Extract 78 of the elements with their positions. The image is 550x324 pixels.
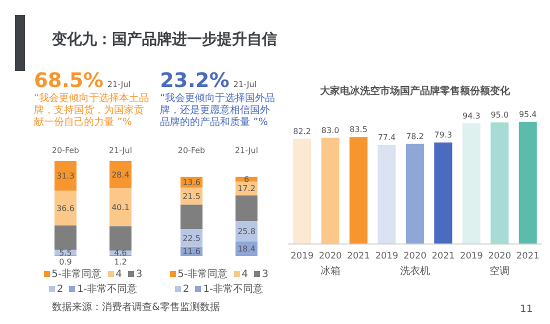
- legend-label: 5-非常同意: [50, 268, 102, 281]
- x-tick-label: 21-Jul: [234, 146, 258, 155]
- bar: [110, 161, 132, 188]
- legend-label: 4: [114, 268, 122, 281]
- bar: [518, 122, 537, 244]
- chart-title: 23.2%: [160, 68, 230, 92]
- data-label: 6: [244, 175, 250, 184]
- x-tick-label: 2020: [404, 251, 427, 262]
- legend-label: 1-非常不同意: [76, 282, 138, 296]
- data-label: 13.6: [182, 178, 200, 188]
- bar: [236, 195, 258, 222]
- x-tick-label: 20-Feb: [52, 146, 80, 155]
- legend-label: 1-非常不同意: [202, 282, 264, 296]
- x-tick-label: 2020: [318, 251, 342, 262]
- bar: [350, 137, 368, 244]
- bar: [54, 226, 76, 250]
- bar: [110, 188, 132, 226]
- bar: [293, 138, 312, 244]
- x-tick-label: 2021: [432, 251, 455, 262]
- x-tick-label: 2021: [516, 251, 540, 262]
- data-label: 0.9: [59, 258, 72, 267]
- data-label: 31.3: [56, 172, 74, 181]
- bar: [321, 138, 340, 244]
- legend-label: 2: [182, 282, 190, 296]
- x-tick-label: 2019: [375, 251, 399, 262]
- data-label: 21.5: [182, 192, 200, 201]
- data-label: 83.0: [321, 126, 340, 135]
- bar: [434, 142, 452, 244]
- x-tick-label: 2020: [488, 251, 512, 262]
- data-label: 18.4: [238, 244, 256, 254]
- bar: [110, 226, 132, 250]
- x-tick-label: 2019: [460, 251, 484, 262]
- chart-subtitle: “我会更倾向于选择国外品牌，还是更愿意相信国外品牌的的产品和质量 ”%: [160, 93, 276, 130]
- x-tick-label: 21-Jul: [108, 146, 132, 155]
- text: 空调: [488, 264, 511, 278]
- bar: [180, 204, 202, 230]
- bar: [378, 144, 396, 244]
- x-tick-label: 2019: [290, 251, 314, 262]
- bar: [462, 123, 480, 244]
- text: 21-Jul: [107, 80, 131, 89]
- data-label: 95.4: [518, 110, 537, 119]
- data-label: 4.6: [114, 248, 127, 258]
- data-label: 22.5: [182, 234, 200, 243]
- text: 11: [520, 304, 533, 315]
- data-label: 79.3: [434, 130, 452, 140]
- bar: [54, 161, 76, 191]
- legend-label: 5-非常同意: [176, 268, 228, 281]
- data-label: 28.4: [112, 170, 130, 180]
- data-label: 82.2: [293, 126, 311, 136]
- data-label: 77.4: [378, 132, 396, 142]
- data-label: 1.2: [114, 258, 127, 267]
- legend-label: 3: [134, 268, 142, 281]
- chart-subtitle: “我会更倾向于选择本土品牌，支持国货，为国家贡献一份自己的力量 ”%: [34, 93, 150, 130]
- data-label: 5.5: [59, 248, 72, 258]
- text: 变化九：国产品牌进一步提升自信: [52, 30, 277, 49]
- chart-title: 68.5%: [34, 68, 104, 92]
- data-label: 25.8: [238, 227, 256, 236]
- data-label: 95.0: [490, 110, 509, 120]
- text: 洗衣机: [399, 264, 431, 278]
- text: 21-Jul: [233, 80, 257, 89]
- bar: [54, 190, 76, 226]
- chart-title: 大家电冰洗空市场国产品牌零售额份额变化: [319, 84, 511, 98]
- legend-label: 4: [240, 268, 248, 281]
- data-label: 36.6: [56, 204, 74, 213]
- legend-label: 3: [260, 268, 268, 281]
- x-tick-label: 2021: [347, 251, 370, 262]
- bar: [406, 144, 424, 244]
- source-note: 数据来源：消费者调查&零售监测数据: [52, 300, 220, 314]
- data-label: 11.6: [182, 247, 200, 256]
- x-tick-label: 20-Feb: [178, 146, 206, 155]
- bar: [490, 122, 509, 244]
- data-label: 78.2: [406, 132, 424, 141]
- text: 冰箱: [319, 264, 342, 278]
- legend-label: 2: [56, 282, 64, 296]
- data-label: 40.1: [112, 202, 130, 212]
- data-label: 94.3: [462, 111, 480, 120]
- data-label: 17.2: [238, 184, 256, 194]
- data-label: 83.5: [350, 125, 368, 134]
